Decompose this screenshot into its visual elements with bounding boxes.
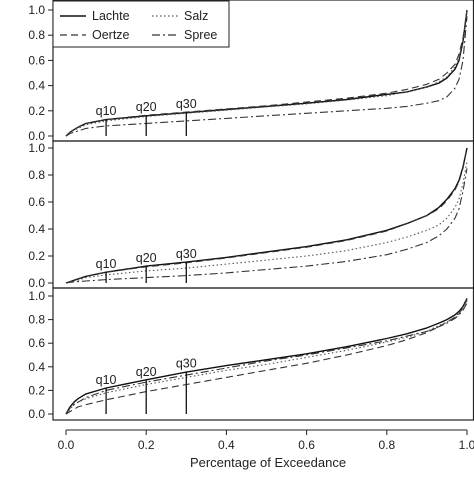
- y-tick-label: 1.0: [28, 141, 45, 155]
- y-tick-label: 1.0: [28, 289, 45, 303]
- marker-label-q30: q30: [176, 97, 197, 111]
- y-tick-label: 0.8: [28, 168, 45, 182]
- y-tick-label: 0.4: [28, 222, 45, 236]
- legend: Lachte Salz Oertze Spree: [52, 0, 230, 48]
- series-line-lachte: [65, 298, 468, 415]
- x-tick-label: 1.0: [459, 438, 474, 452]
- legend-label-oertze: Oertze: [92, 28, 130, 42]
- marker-label-q20: q20: [136, 365, 157, 379]
- series-line-oertze: [65, 9, 468, 137]
- x-tick-label: 0.0: [58, 438, 75, 452]
- y-tick-label: 0.4: [28, 79, 45, 93]
- series-line-spree: [65, 168, 468, 284]
- series-line-salz: [65, 9, 468, 137]
- y-tick-label: 0.6: [28, 336, 45, 350]
- series-group: [65, 9, 468, 137]
- x-axis: 0.0 0.2 0.4 0.6 0.8 1.0: [58, 429, 474, 452]
- series-line-spree: [65, 16, 468, 137]
- panel-1: 0.0 0.2 0.4 0.6 0.8 1.0 q10 q20 q30: [28, 0, 474, 143]
- x-tick-label: 0.2: [138, 438, 155, 452]
- series-line-oertze: [65, 299, 468, 415]
- legend-box: [52, 0, 230, 48]
- legend-label-spree: Spree: [184, 28, 217, 42]
- series-group: [65, 147, 468, 284]
- y-tick-label: 0.2: [28, 104, 45, 118]
- y-tick-label: 0.2: [28, 249, 45, 263]
- y-tick-label: 0.2: [28, 383, 45, 397]
- y-tick-label: 0.6: [28, 53, 45, 67]
- x-tick-label: 0.6: [298, 438, 315, 452]
- marker-label-q10: q10: [96, 257, 117, 271]
- series-line-oertze: [65, 147, 468, 284]
- x-axis-title: Percentage of Exceedance: [190, 455, 346, 470]
- marker-label-q20: q20: [136, 100, 157, 114]
- y-tick-label: 0.0: [28, 407, 45, 421]
- y-tick-label: 0.8: [28, 28, 45, 42]
- legend-label-lachte: Lachte: [92, 9, 130, 23]
- marker-label-q10: q10: [96, 373, 117, 387]
- series-line-lachte: [65, 147, 468, 284]
- marker-label-q30: q30: [176, 247, 197, 261]
- series-line-spree: [65, 302, 468, 415]
- panel-frame: [52, 287, 474, 421]
- panel-2: 0.0 0.2 0.4 0.6 0.8 1.0 q10 q20 q30: [28, 140, 474, 290]
- series-group: [65, 298, 468, 415]
- panel-3: 0.0 0.2 0.4 0.6 0.8 1.0 q10 q20 q30: [28, 287, 474, 421]
- x-tick-label: 0.8: [378, 438, 395, 452]
- y-tick-label: 0.6: [28, 195, 45, 209]
- y-tick-label: 0.4: [28, 360, 45, 374]
- x-tick-label: 0.4: [218, 438, 235, 452]
- series-line-salz: [65, 300, 468, 415]
- marker-label-q10: q10: [96, 104, 117, 118]
- y-tick-label: 1.0: [28, 3, 45, 17]
- marker-label-q20: q20: [136, 251, 157, 265]
- y-tick-label: 0.0: [28, 129, 45, 143]
- marker-label-q30: q30: [176, 357, 197, 371]
- y-tick-label: 0.8: [28, 313, 45, 327]
- series-line-salz: [65, 161, 468, 284]
- legend-label-salz: Salz: [184, 9, 208, 23]
- y-tick-label: 0.0: [28, 276, 45, 290]
